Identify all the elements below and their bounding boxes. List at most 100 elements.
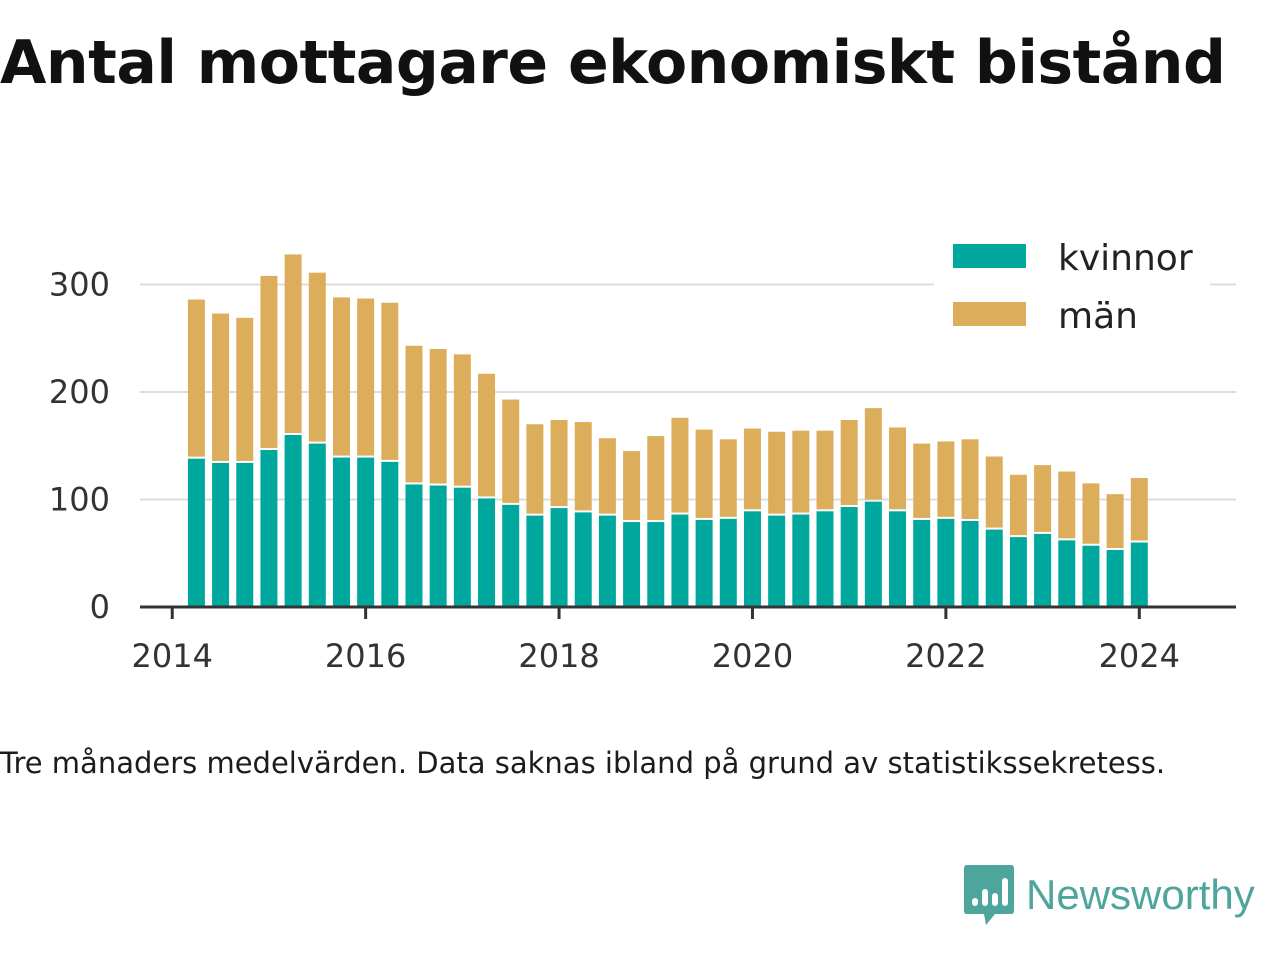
bar-kvinnor-2020-04 [768, 515, 786, 607]
bar-kvinnor-2023-04 [1058, 540, 1076, 607]
bar-man-2018-10 [623, 451, 641, 521]
bar-man-2017-10 [526, 424, 544, 514]
bar-man-2015-07 [308, 272, 326, 442]
bar-kvinnor-2017-07 [502, 504, 520, 607]
x-tick-label-2014: 2014 [132, 637, 213, 675]
bar-man-2015-04 [284, 254, 302, 433]
bars [187, 254, 1148, 607]
bar-man-2020-07 [792, 430, 810, 513]
bar-kvinnor-2019-04 [671, 514, 689, 607]
bar-man-2019-01 [647, 436, 665, 521]
bar-man-2016-04 [381, 302, 399, 460]
y-tick-label-100: 100 [49, 481, 110, 519]
chart-caption: Tre månaders medelvärden. Data saknas ib… [0, 746, 1166, 780]
bar-man-2020-01 [743, 428, 761, 510]
bar-kvinnor-2015-04 [284, 435, 302, 607]
bar-man-2023-10 [1106, 494, 1124, 549]
bar-man-2021-01 [840, 419, 858, 506]
legend-label-man: män [1058, 296, 1138, 337]
bar-man-2022-07 [985, 456, 1003, 528]
bar-man-2023-01 [1034, 465, 1052, 532]
x-tick-label-2022: 2022 [905, 637, 986, 675]
legend-label-kvinnor: kvinnor [1058, 238, 1193, 279]
bar-man-2017-01 [453, 354, 471, 486]
legend-swatch-kvinnor [953, 244, 1026, 268]
brand-name: Newsworthy [1026, 871, 1255, 918]
stacked-bar-chart: 0 100 200 300 2014 2016 2018 2020 2022 2024 kvin… [48, 230, 1236, 675]
y-tick-label-300: 300 [49, 266, 110, 304]
brand[interactable]: Newsworthy [964, 862, 1255, 928]
x-tick-label-2024: 2024 [1099, 637, 1180, 675]
bar-kvinnor-2016-07 [405, 484, 423, 607]
bar-man-2022-04 [961, 439, 979, 519]
bar-man-2014-07 [212, 313, 230, 461]
bar-kvinnor-2015-01 [260, 450, 278, 607]
bar-man-2021-10 [913, 443, 931, 518]
bar-kvinnor-2014-04 [187, 458, 205, 607]
bar-kvinnor-2021-04 [864, 501, 882, 607]
bar-kvinnor-2022-04 [961, 521, 979, 607]
bar-man-2015-01 [260, 275, 278, 449]
bar-man-2022-10 [1009, 474, 1027, 536]
bar-kvinnor-2017-04 [478, 498, 496, 607]
bar-man-2016-10 [429, 349, 447, 484]
bar-man-2023-04 [1058, 471, 1076, 539]
bar-man-2021-07 [889, 427, 907, 510]
bar-kvinnor-2022-01 [937, 518, 955, 607]
bar-kvinnor-2016-10 [429, 485, 447, 607]
bar-man-2018-04 [574, 422, 592, 511]
bar-kvinnor-2022-07 [985, 529, 1003, 607]
bar-kvinnor-2020-07 [792, 514, 810, 607]
y-tick-label-200: 200 [49, 373, 110, 411]
bar-kvinnor-2017-01 [453, 487, 471, 607]
bar-kvinnor-2015-10 [332, 457, 350, 607]
bar-man-2016-01 [357, 298, 375, 456]
bar-man-2019-07 [695, 429, 713, 518]
bar-kvinnor-2024-01 [1130, 542, 1148, 607]
bar-kvinnor-2020-10 [816, 511, 834, 607]
bar-man-2019-04 [671, 417, 689, 513]
bar-man-2014-04 [187, 299, 205, 457]
bar-kvinnor-2019-10 [719, 518, 737, 607]
bar-man-2020-04 [768, 431, 786, 514]
bar-kvinnor-2015-07 [308, 443, 326, 607]
bar-kvinnor-2018-10 [623, 522, 641, 607]
bar-man-2019-10 [719, 439, 737, 517]
bar-kvinnor-2021-10 [913, 519, 931, 607]
bar-kvinnor-2020-01 [743, 511, 761, 607]
bar-man-2018-01 [550, 419, 568, 507]
bar-kvinnor-2019-07 [695, 519, 713, 607]
bar-man-2017-04 [478, 373, 496, 497]
bar-kvinnor-2022-10 [1009, 537, 1027, 607]
bar-man-2021-04 [864, 408, 882, 500]
bar-man-2015-10 [332, 297, 350, 456]
bar-kvinnor-2016-04 [381, 461, 399, 607]
bar-kvinnor-2016-01 [357, 457, 375, 607]
x-tick-label-2018: 2018 [518, 637, 599, 675]
bar-man-2018-07 [598, 438, 616, 514]
bar-man-2020-10 [816, 430, 834, 510]
legend: kvinnor män [934, 230, 1210, 346]
bar-kvinnor-2023-10 [1106, 550, 1124, 607]
x-tick-label-2020: 2020 [712, 637, 793, 675]
bar-kvinnor-2018-04 [574, 512, 592, 607]
x-tick-label-2016: 2016 [325, 637, 406, 675]
newsworthy-logo-icon [964, 865, 1014, 925]
bar-kvinnor-2023-01 [1034, 533, 1052, 607]
bar-man-2022-01 [937, 441, 955, 517]
bar-man-2014-10 [236, 317, 254, 461]
bar-man-2024-01 [1130, 478, 1148, 541]
bar-man-2017-07 [502, 399, 520, 503]
bar-kvinnor-2021-07 [889, 511, 907, 607]
bar-kvinnor-2017-10 [526, 515, 544, 607]
axes: 2014 2016 2018 2020 2022 2024 [132, 605, 1236, 675]
bar-kvinnor-2023-07 [1082, 545, 1100, 607]
bar-kvinnor-2014-10 [236, 462, 254, 607]
bar-kvinnor-2021-01 [840, 507, 858, 607]
bar-kvinnor-2014-07 [212, 462, 230, 607]
bar-man-2016-07 [405, 345, 423, 483]
bar-man-2023-07 [1082, 483, 1100, 544]
bar-kvinnor-2019-01 [647, 522, 665, 607]
legend-swatch-man [953, 302, 1026, 326]
y-tick-label-0: 0 [90, 588, 110, 626]
